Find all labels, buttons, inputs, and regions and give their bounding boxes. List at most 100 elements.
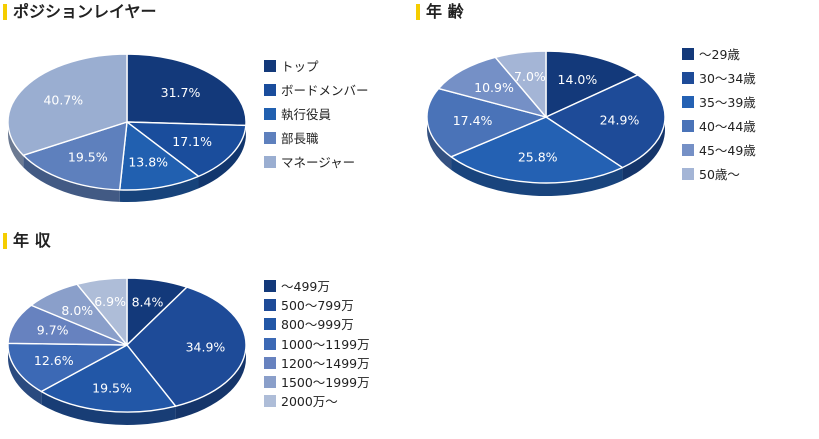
- legend-swatch: [682, 168, 694, 180]
- pie-label-4: 40.7%: [43, 93, 83, 108]
- legend-item: 35～39歳: [682, 94, 756, 118]
- legend-label: トップ: [281, 59, 319, 74]
- legend-label: 30～34歳: [699, 71, 756, 86]
- legend-swatch: [264, 395, 276, 408]
- pie-slice-side-1: [175, 345, 246, 420]
- pie-label-3: 12.6%: [34, 353, 74, 368]
- pie-label-5: 7.0%: [514, 69, 546, 84]
- legend-label: 部長職: [281, 131, 319, 146]
- pie-label-1: 24.9%: [600, 113, 640, 128]
- legend-label: 800～999万: [281, 317, 354, 333]
- legend-item: 500～799万: [264, 297, 370, 316]
- pie-slice-side-3: [8, 345, 42, 405]
- legend-swatch: [264, 156, 276, 168]
- pie-slice-side-1: [622, 117, 665, 181]
- legend-swatch: [264, 375, 276, 388]
- pie-slice-side-2: [41, 391, 176, 425]
- legend-item: 1500～1999万: [264, 374, 370, 393]
- legend-swatch: [264, 318, 276, 331]
- pie-label-6: 6.9%: [94, 294, 126, 309]
- legend-label: 500～799万: [281, 298, 354, 314]
- legend-item: 部長職: [264, 130, 369, 154]
- legend-swatch: [264, 84, 276, 96]
- pie-slice-side-3: [23, 155, 120, 202]
- pie-slice-1: [545, 74, 666, 169]
- legend-label: ～29歳: [699, 47, 740, 62]
- pie-slice-2: [40, 344, 177, 413]
- pie-label-1: 17.1%: [172, 134, 212, 149]
- pie-slice-0: [126, 53, 247, 127]
- pie-label-0: 14.0%: [558, 72, 598, 87]
- legend-item: 40～44歳: [682, 118, 756, 142]
- pie-label-2: 25.8%: [518, 150, 558, 165]
- pie-slice-4: [437, 56, 547, 118]
- pie-slice-side-2: [451, 156, 623, 196]
- position-pie-chart: 31.7% 17.1% 13.8% 19.5% 40.7%: [7, 53, 247, 202]
- legend-item: 1000～1199万: [264, 336, 370, 355]
- legend-swatch: [264, 60, 276, 72]
- legend-label: 1500～1999万: [281, 374, 370, 390]
- legend-label: 50歳～: [699, 167, 740, 182]
- legend-swatch: [682, 120, 694, 132]
- pie-label-5: 8.0%: [61, 303, 93, 318]
- legend-label: 40～44歳: [699, 119, 756, 134]
- pie-slice-side-3: [427, 117, 452, 170]
- pie-label-4: 10.9%: [474, 80, 514, 95]
- income-legend: ～499万 500～799万 800～999万 1000～1199万 1200～1499…: [264, 278, 370, 412]
- legend-label: 執行役員: [281, 107, 332, 122]
- age-pie-chart: 14.0% 24.9% 25.8% 17.4% 10.9%7.0%: [426, 50, 666, 196]
- legend-item: トップ: [264, 58, 369, 82]
- legend-item: ～29歳: [682, 46, 756, 70]
- pie-label-4: 9.7%: [37, 323, 69, 338]
- legend-item: 執行役員: [264, 106, 369, 130]
- legend-swatch: [264, 108, 276, 120]
- pie-slice-2: [450, 116, 624, 184]
- legend-label: 2000万～: [281, 394, 338, 410]
- pie-slice-3: [22, 121, 128, 191]
- pie-slice-side-4: [8, 122, 24, 168]
- legend-item: 2000万～: [264, 393, 370, 412]
- age-chart-title: 年 齢: [416, 3, 464, 21]
- legend-swatch: [264, 280, 276, 292]
- pie-label-0: 8.4%: [132, 294, 164, 309]
- pie-label-1: 34.9%: [186, 339, 226, 354]
- pie-label-0: 31.7%: [161, 85, 201, 100]
- pie-label-2: 13.8%: [128, 154, 168, 169]
- legend-swatch: [682, 144, 694, 156]
- legend-swatch: [264, 132, 276, 144]
- age-legend: ～29歳 30～34歳 35～39歳 40～44歳 45～49歳 50歳～: [682, 46, 756, 190]
- legend-item: 1200～1499万: [264, 355, 370, 374]
- legend-label: 1000～1199万: [281, 336, 370, 352]
- legend-label: 45～49歳: [699, 143, 756, 158]
- legend-label: ボードメンバー: [281, 83, 369, 98]
- pie-slice-5: [494, 50, 547, 118]
- pie-slice-2: [118, 121, 200, 191]
- legend-swatch: [682, 72, 694, 84]
- pie-slice-6: [76, 277, 128, 346]
- legend-item: マネージャー: [264, 154, 369, 178]
- income-chart-title: 年 収: [3, 232, 51, 250]
- pie-label-2: 19.5%: [92, 380, 132, 395]
- pie-slice-1: [126, 286, 247, 407]
- pie-slice-3: [426, 87, 547, 158]
- legend-label: 35～39歳: [699, 95, 756, 110]
- pie-slice-side-1: [198, 125, 246, 189]
- legend-item: 50歳～: [682, 166, 756, 190]
- pie-label-3: 19.5%: [68, 150, 108, 165]
- pie-label-3: 17.4%: [453, 113, 493, 128]
- legend-swatch: [682, 96, 694, 108]
- legend-item: ～499万: [264, 278, 370, 297]
- legend-item: 800～999万: [264, 316, 370, 335]
- legend-swatch: [264, 337, 276, 350]
- legend-swatch: [264, 299, 276, 312]
- legend-item: 45～49歳: [682, 142, 756, 166]
- pie-slice-3: [7, 342, 128, 393]
- legend-item: 30～34歳: [682, 70, 756, 94]
- position-legend: トップボードメンバー 執行役員部長職マネージャー: [264, 58, 369, 178]
- position-chart-title: ポジションレイヤー: [3, 3, 157, 21]
- pie-slice-1: [126, 121, 247, 178]
- legend-label: ～499万: [281, 279, 330, 294]
- income-pie-chart: 8.4% 34.9% 19.5% 12.6% 9.7% 8.0%6.9%: [7, 277, 247, 425]
- legend-label: 1200～1499万: [281, 355, 370, 371]
- pie-slice-side-2: [119, 176, 199, 202]
